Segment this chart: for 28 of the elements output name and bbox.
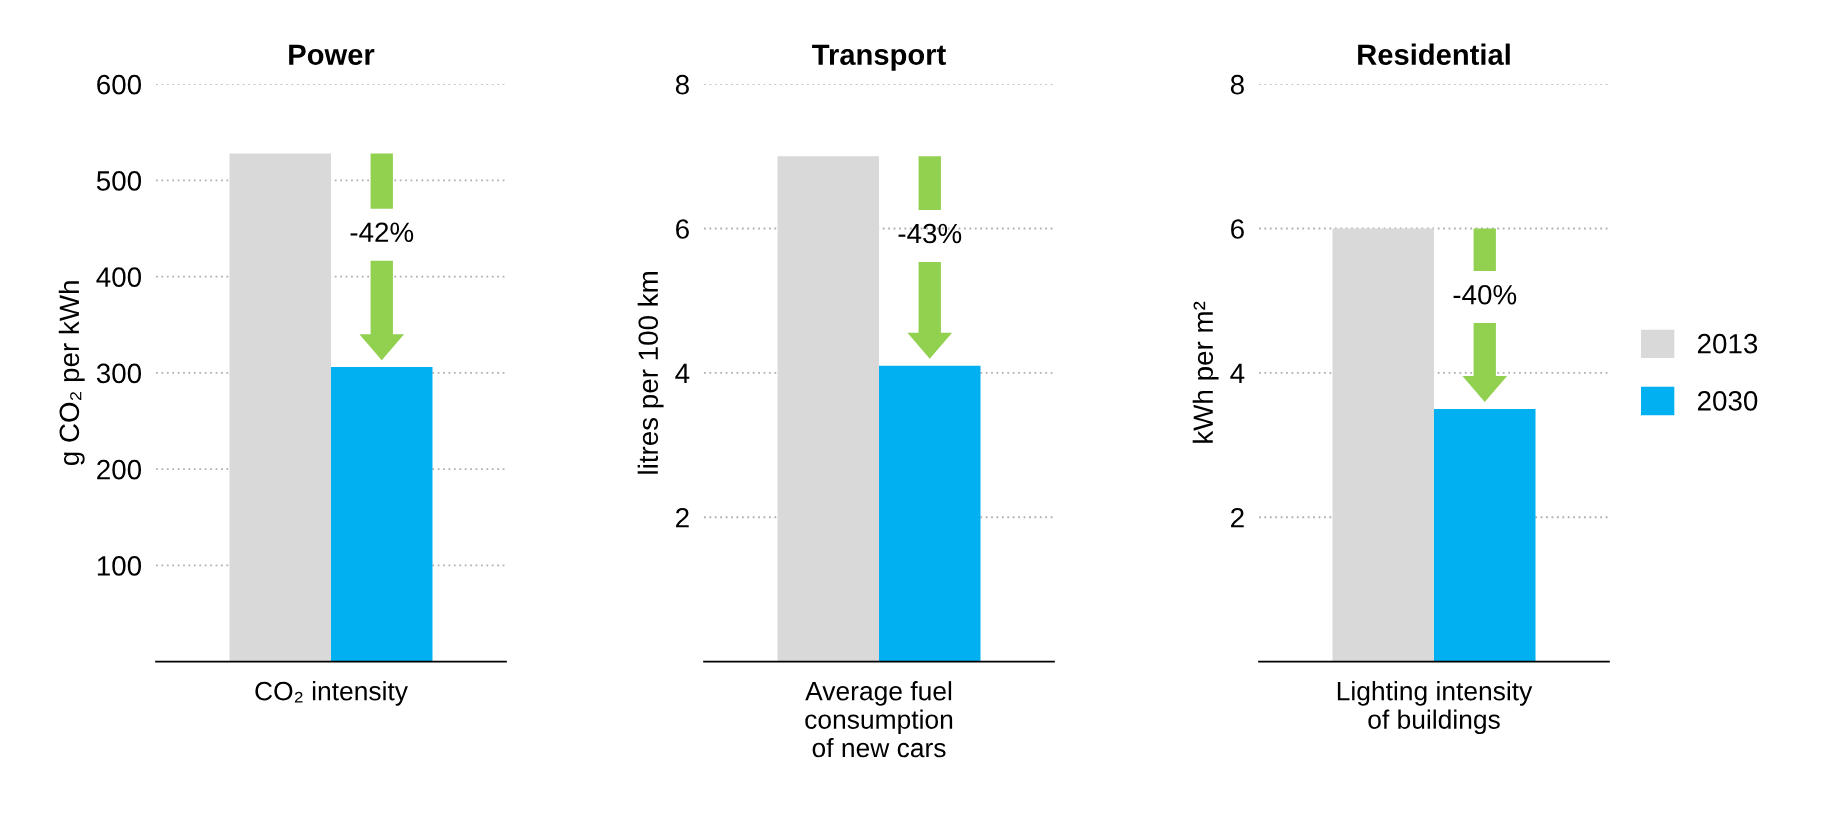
y-axis-title: g CO₂ per kWh <box>58 281 85 466</box>
y-tick-label: 200 <box>97 459 142 480</box>
x-tick-label: Average fuel consumption of new cars <box>805 681 953 758</box>
legend-label: 2013 <box>1697 333 1758 354</box>
y-axis-title: litres per 100 km <box>637 272 664 474</box>
chart-title: Residential <box>1358 43 1510 65</box>
y-tick-label: 8 <box>675 74 689 95</box>
annotation: -42% <box>350 222 414 242</box>
annotation: -40% <box>1453 284 1517 305</box>
y-tick-label: 6 <box>1231 219 1244 239</box>
x-tick-label: CO₂ intensity <box>255 681 408 706</box>
y-tick-label: 600 <box>97 74 142 95</box>
y-tick-label: 300 <box>96 363 142 384</box>
y-tick-label: 400 <box>96 267 142 287</box>
y-tick-label: 4 <box>675 363 690 383</box>
y-tick-label: 500 <box>96 171 142 191</box>
y-tick-label: 100 <box>97 556 142 576</box>
y-tick-label: 2 <box>676 507 689 528</box>
chart-title: Power <box>289 44 375 65</box>
y-axis-title: kWh per m² <box>1192 301 1219 443</box>
y-tick-label: 8 <box>1230 74 1244 95</box>
annotation: -43% <box>898 223 962 244</box>
x-tick-label: Lighting intensity of buildings <box>1337 681 1533 735</box>
y-tick-label: 6 <box>676 219 689 239</box>
y-tick-label: 4 <box>1230 363 1245 383</box>
y-tick-label: 2 <box>1231 507 1244 528</box>
chart-title: Transport <box>812 44 946 71</box>
legend-label: 2030 <box>1697 391 1758 411</box>
